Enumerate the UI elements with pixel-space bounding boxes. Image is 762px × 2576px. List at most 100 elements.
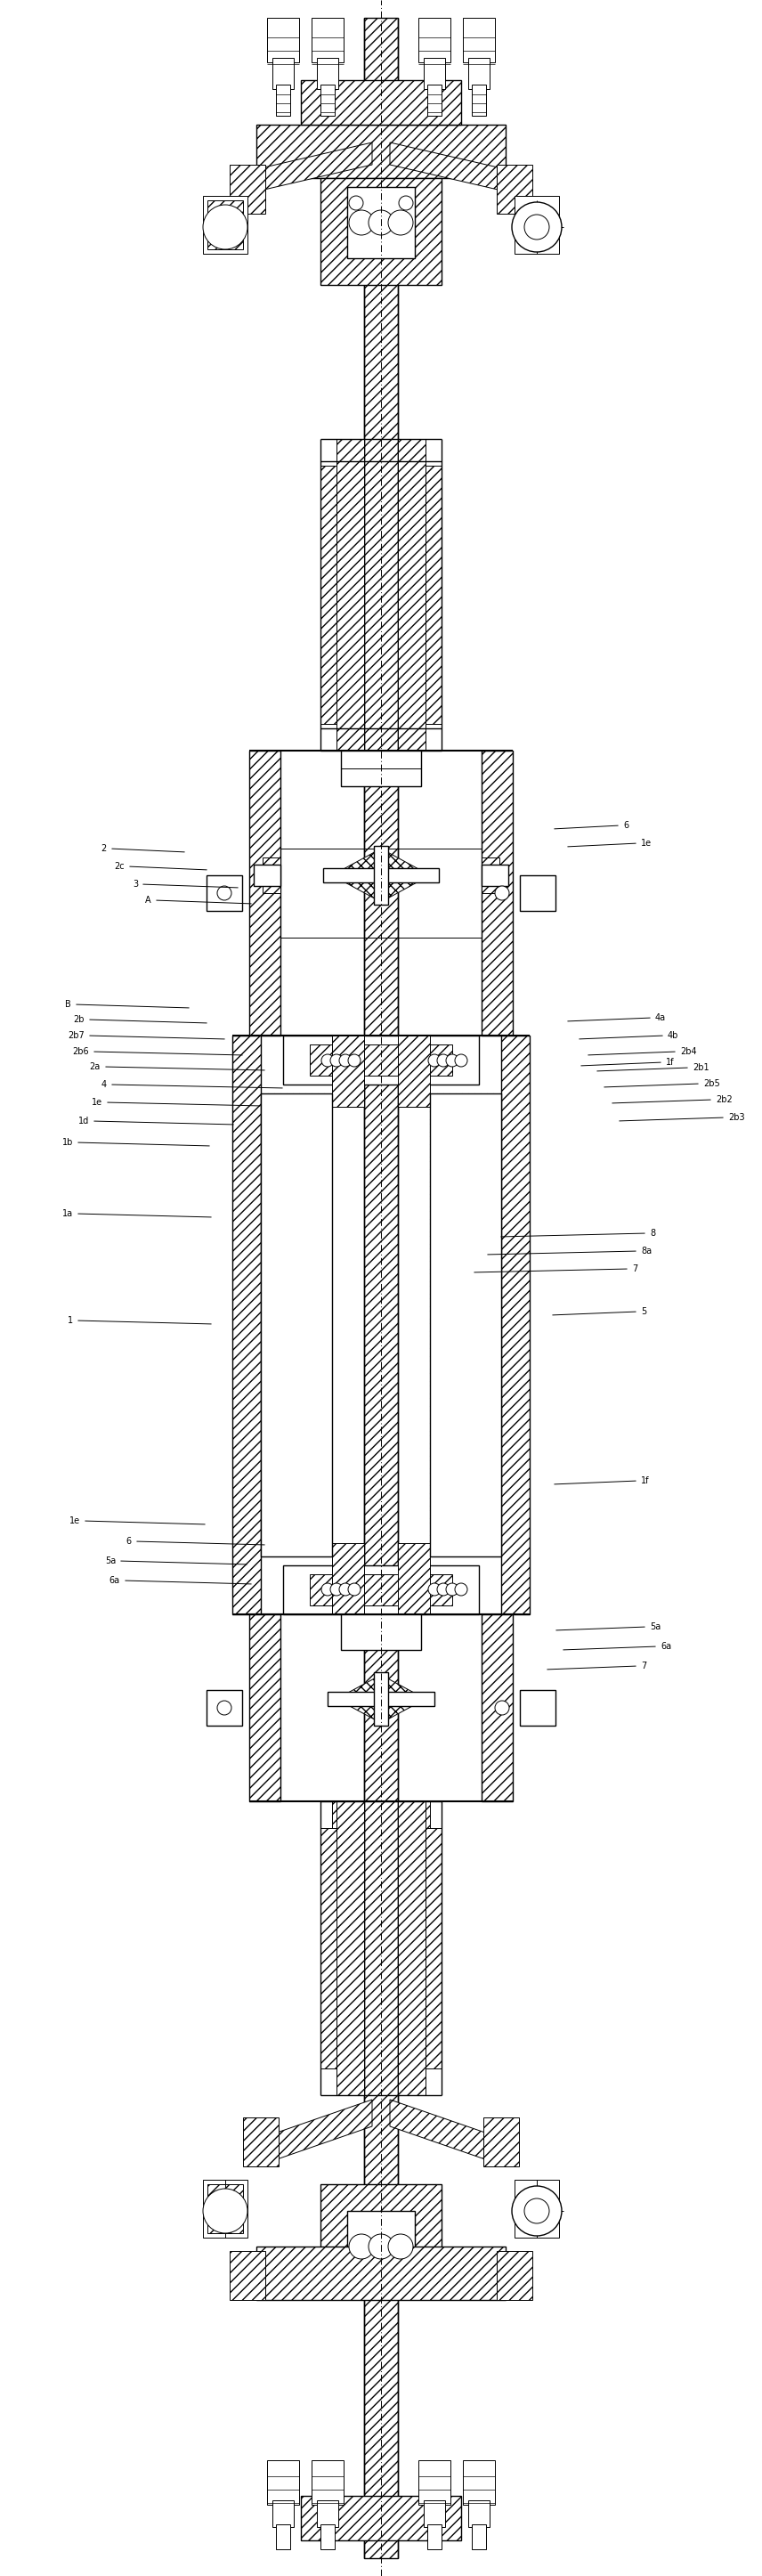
Bar: [418, 2460, 450, 2504]
Bar: [497, 2251, 533, 2300]
Circle shape: [512, 201, 562, 252]
Text: A: A: [146, 896, 152, 904]
Text: 1: 1: [68, 1316, 73, 1324]
Bar: [323, 868, 439, 884]
Bar: [374, 845, 388, 904]
Text: 3: 3: [133, 881, 138, 889]
Bar: [374, 1672, 388, 1726]
Bar: [203, 2179, 248, 2239]
Bar: [301, 80, 461, 124]
Text: 6a: 6a: [661, 1641, 671, 1651]
Bar: [520, 881, 542, 907]
Bar: [520, 876, 555, 912]
Circle shape: [348, 1054, 360, 1066]
Bar: [301, 2496, 461, 2540]
Bar: [398, 1543, 430, 1615]
Text: 2c: 2c: [114, 863, 125, 871]
Bar: [283, 1566, 479, 1615]
Bar: [482, 858, 499, 894]
Circle shape: [322, 1054, 334, 1066]
Text: 1f: 1f: [641, 1476, 649, 1486]
Bar: [332, 1801, 364, 1873]
Bar: [514, 2179, 559, 2239]
Bar: [261, 1092, 332, 1556]
Circle shape: [369, 2233, 393, 2259]
Bar: [207, 2184, 243, 2233]
Text: 4: 4: [101, 1079, 107, 1090]
Bar: [321, 1829, 337, 2069]
Bar: [418, 18, 450, 62]
Circle shape: [339, 1584, 351, 1595]
Bar: [272, 57, 294, 90]
Text: 4a: 4a: [655, 1012, 666, 1023]
Text: 7: 7: [632, 1265, 638, 1273]
Circle shape: [322, 1584, 334, 1595]
Circle shape: [455, 1584, 467, 1595]
Bar: [497, 165, 533, 214]
Bar: [341, 1615, 421, 1651]
Bar: [229, 165, 265, 214]
Text: 5: 5: [641, 1306, 646, 1316]
Bar: [321, 2524, 335, 2550]
Circle shape: [446, 1054, 459, 1066]
Text: 2b1: 2b1: [693, 1064, 709, 1072]
Bar: [312, 2460, 344, 2504]
Text: 1e: 1e: [641, 840, 652, 848]
Text: 2b3: 2b3: [728, 1113, 744, 1123]
Circle shape: [428, 1584, 440, 1595]
Bar: [501, 1036, 530, 1615]
Text: 1b: 1b: [62, 1139, 73, 1146]
Circle shape: [524, 214, 549, 240]
Circle shape: [330, 1584, 343, 1595]
Circle shape: [512, 2187, 562, 2236]
Circle shape: [437, 1584, 450, 1595]
Bar: [276, 2524, 290, 2550]
Bar: [398, 1036, 430, 1108]
Bar: [321, 85, 335, 116]
Text: 6: 6: [126, 1538, 132, 1546]
Bar: [425, 466, 441, 724]
Bar: [267, 2460, 299, 2504]
Circle shape: [203, 2190, 248, 2233]
Bar: [514, 196, 559, 255]
Text: 2: 2: [101, 845, 107, 853]
Text: 2b7: 2b7: [68, 1030, 85, 1041]
Bar: [207, 1690, 242, 1726]
Bar: [332, 1543, 364, 1615]
Bar: [463, 18, 495, 62]
Bar: [312, 18, 344, 62]
Bar: [427, 85, 441, 116]
Text: 2a: 2a: [90, 1061, 101, 1072]
Text: 2b4: 2b4: [680, 1046, 696, 1056]
Circle shape: [399, 196, 413, 211]
Bar: [254, 866, 280, 886]
Text: 8: 8: [650, 1229, 655, 1236]
Text: 6a: 6a: [110, 1577, 120, 1584]
Bar: [321, 178, 441, 286]
Circle shape: [203, 206, 248, 250]
Bar: [243, 2117, 279, 2166]
Circle shape: [217, 886, 232, 899]
Text: 2b6: 2b6: [72, 1046, 89, 1056]
Circle shape: [349, 2233, 374, 2259]
Circle shape: [524, 2197, 549, 2223]
Bar: [207, 201, 243, 250]
Bar: [310, 1043, 452, 1077]
Polygon shape: [390, 142, 506, 191]
Bar: [468, 57, 490, 90]
Circle shape: [217, 1700, 232, 1716]
Bar: [256, 2246, 506, 2300]
Circle shape: [388, 211, 413, 234]
Circle shape: [455, 1054, 467, 1066]
Bar: [398, 1801, 425, 2094]
Bar: [229, 2251, 265, 2300]
Bar: [310, 1574, 452, 1605]
Bar: [220, 881, 242, 907]
Text: 5a: 5a: [105, 1556, 116, 1566]
Bar: [424, 2501, 445, 2527]
Bar: [321, 2184, 441, 2290]
Bar: [203, 196, 248, 255]
Text: 1f: 1f: [666, 1059, 674, 1066]
Circle shape: [349, 196, 363, 211]
Text: B: B: [66, 999, 71, 1010]
